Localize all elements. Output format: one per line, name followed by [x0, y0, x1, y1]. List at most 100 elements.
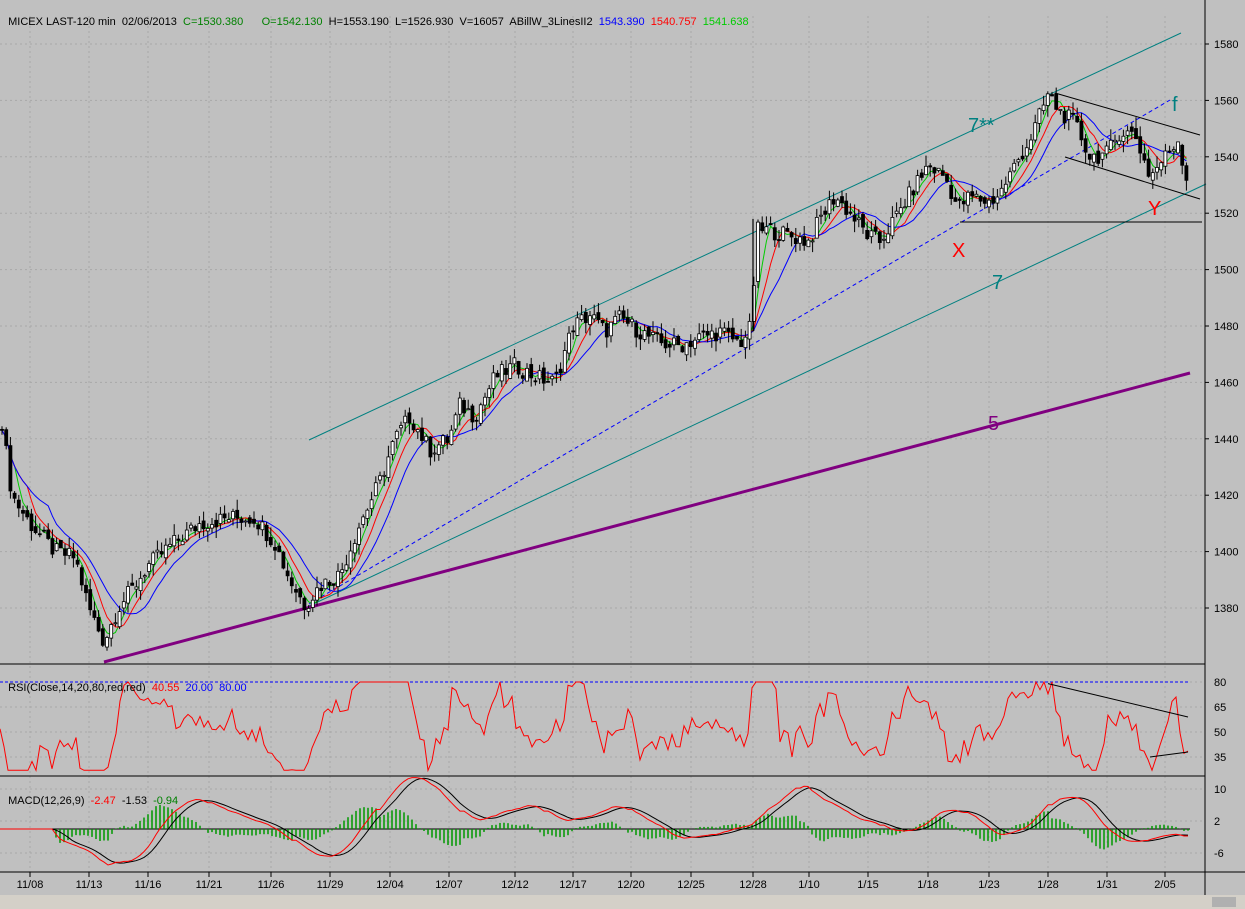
candle — [1125, 125, 1130, 145]
candle — [999, 179, 1004, 197]
candle-body — [4, 429, 9, 446]
close-value: C=1530.380 — [183, 16, 244, 28]
candle — [449, 425, 454, 446]
candle — [113, 613, 118, 627]
candle — [915, 169, 920, 195]
candle-body — [79, 567, 84, 586]
x-tick-label: 12/07 — [435, 879, 463, 891]
candle — [516, 360, 521, 379]
rsi-header: RSI(Close,14,20,80,red,red) 40.55 20.00 … — [2, 667, 247, 695]
candle — [533, 377, 538, 386]
candle-body — [856, 217, 861, 221]
candle — [747, 313, 752, 350]
candle — [726, 321, 731, 343]
candle-body — [499, 364, 504, 382]
low-value: L=1526.930 — [395, 16, 454, 28]
candle-body — [835, 199, 840, 207]
scroll-thumb — [1212, 897, 1236, 907]
candle — [625, 308, 630, 327]
candle — [793, 227, 798, 253]
candle — [785, 222, 790, 232]
candle — [54, 537, 59, 552]
candle — [235, 499, 240, 529]
candle — [882, 229, 886, 249]
candle-body — [105, 637, 109, 648]
wave-y-label: Y — [1148, 198, 1162, 220]
volume-value: V=16057 — [459, 16, 504, 28]
candle — [819, 205, 823, 225]
candle — [365, 508, 370, 527]
candle-body — [277, 545, 282, 553]
candle-body — [592, 314, 597, 320]
candle — [415, 429, 420, 440]
candle-body — [222, 513, 227, 519]
candle — [525, 363, 529, 382]
candle — [634, 320, 639, 348]
candle — [16, 494, 21, 518]
candle-body — [260, 521, 265, 531]
candle-body — [365, 509, 370, 519]
candle — [583, 308, 588, 334]
candle — [222, 505, 227, 525]
x-tick-label: 1/23 — [978, 879, 999, 891]
candle — [420, 417, 424, 446]
candle — [105, 635, 109, 651]
candle — [1159, 161, 1164, 177]
candle — [189, 522, 193, 532]
candle-body — [16, 499, 21, 509]
candle — [172, 524, 177, 553]
candle-body — [348, 550, 353, 569]
candle-body — [974, 193, 979, 197]
y-tick-label: 1420 — [1214, 490, 1238, 502]
candles — [0, 87, 1189, 651]
candle-body — [176, 538, 181, 541]
x-tick-label: 12/25 — [677, 879, 705, 891]
x-tick-label: 12/28 — [739, 879, 767, 891]
candle — [352, 539, 357, 563]
candle-body — [273, 546, 277, 551]
wedge-lower-line — [1064, 156, 1201, 200]
x-tick-label: 2/05 — [1154, 879, 1175, 891]
candle — [953, 188, 958, 202]
candle — [865, 221, 870, 241]
candle-body — [701, 330, 706, 333]
candle — [214, 512, 219, 539]
candle-body — [474, 419, 479, 422]
candle-body — [609, 321, 613, 337]
candle-body — [760, 222, 765, 232]
y-tick-label: 1380 — [1214, 603, 1238, 615]
candle-body — [1108, 139, 1113, 151]
candle — [1071, 102, 1075, 120]
candle — [1058, 109, 1063, 115]
candle-body — [399, 425, 403, 429]
candle — [348, 540, 353, 575]
candle-body — [827, 199, 832, 215]
candle-body — [172, 535, 177, 547]
candle — [323, 578, 328, 590]
x-tick-label: 12/04 — [376, 879, 404, 891]
candle-body — [1033, 122, 1038, 141]
candle-body — [1146, 158, 1151, 177]
macd-panel — [0, 777, 1190, 866]
candle-body — [1062, 110, 1067, 124]
candle — [798, 232, 802, 251]
candle-body — [852, 214, 857, 222]
candle — [231, 508, 235, 526]
candle-body — [432, 452, 437, 455]
candle-body — [449, 429, 454, 445]
candle — [655, 327, 660, 342]
candle — [462, 397, 466, 417]
candle — [180, 534, 185, 546]
candle-body — [1138, 136, 1143, 154]
candle-body — [252, 518, 256, 524]
candle — [411, 419, 416, 433]
candle — [407, 407, 412, 435]
candle — [978, 195, 983, 207]
candle — [1054, 87, 1059, 110]
candle — [1041, 95, 1046, 115]
candle-body — [747, 320, 752, 340]
candle — [768, 216, 773, 226]
candle — [1167, 145, 1172, 154]
candle — [147, 560, 151, 578]
candle — [827, 190, 832, 219]
